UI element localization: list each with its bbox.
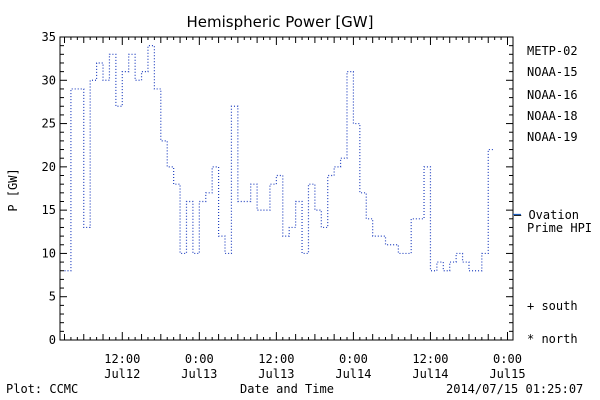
y-tick-label: 10 xyxy=(42,246,56,260)
y-axis-label: P [GW] xyxy=(6,168,20,211)
legend-entry-noaa-16: NOAA-16 xyxy=(527,88,578,102)
x-tick-time-label: 12:00 xyxy=(104,352,140,366)
y-tick-label: 5 xyxy=(49,290,56,304)
y-tick-label: 20 xyxy=(42,160,56,174)
series-layer xyxy=(64,45,521,272)
y-tick-label: 0 xyxy=(49,333,56,347)
x-tick-time-label: 0:00 xyxy=(185,352,214,366)
legend-entry-noaa-15: NOAA-15 xyxy=(527,65,578,79)
x-tick-time-label: 12:00 xyxy=(258,352,294,366)
plot-credit: Plot: CCMC xyxy=(6,382,78,396)
x-tick-time-label: 0:00 xyxy=(339,352,368,366)
x-tick-date-label: Jul12 xyxy=(104,367,140,381)
chart-title: Hemispheric Power [GW] xyxy=(187,13,374,31)
x-tick-time-label: 0:00 xyxy=(493,352,522,366)
x-tick-date-label: Jul13 xyxy=(181,367,217,381)
south-marker-label: + south xyxy=(527,299,578,313)
y-tick-label: 30 xyxy=(42,73,56,87)
x-tick-date-label: Jul14 xyxy=(335,367,371,381)
x-axis-ticks: 12:00Jul120:00Jul1312:00Jul130:00Jul1412… xyxy=(64,37,526,381)
x-tick-date-label: Jul13 xyxy=(258,367,294,381)
legend-entry-noaa-18: NOAA-18 xyxy=(527,109,578,123)
x-tick-date-label: Jul15 xyxy=(489,367,525,381)
y-tick-label: 25 xyxy=(42,117,56,131)
ovation-label-line1: — Ovation xyxy=(514,208,579,222)
y-tick-label: 15 xyxy=(42,203,56,217)
ovation-label-line2: Prime HPI xyxy=(527,221,592,235)
legend-entry-noaa-19: NOAA-19 xyxy=(527,130,578,144)
x-tick-date-label: Jul14 xyxy=(412,367,448,381)
series-line-noaa-15 xyxy=(64,45,495,272)
x-axis-label: Date and Time xyxy=(240,382,334,396)
plot-timestamp: 2014/07/15 01:25:07 xyxy=(446,382,583,396)
y-tick-label: 35 xyxy=(42,30,56,44)
y-axis-ticks: 0 5 10 15 20 25 30 35 xyxy=(42,30,513,347)
x-tick-time-label: 12:00 xyxy=(412,352,448,366)
plot-frame xyxy=(59,36,514,341)
north-marker-label: * north xyxy=(527,332,578,346)
legend-entry-metp-02: METP-02 xyxy=(527,44,578,58)
